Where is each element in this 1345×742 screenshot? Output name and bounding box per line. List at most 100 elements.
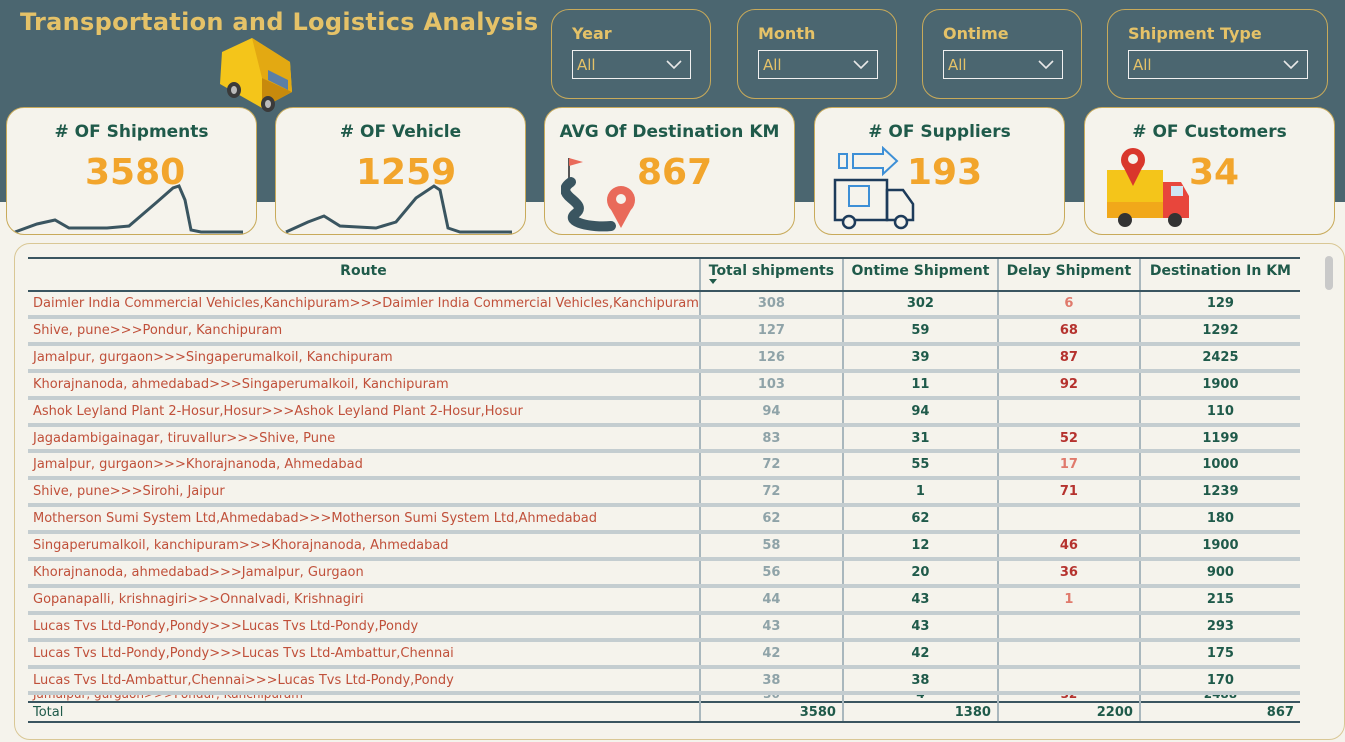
table-row[interactable]: Lucas Tvs Ltd-Pondy,Pondy>>>Lucas Tvs Lt…	[28, 612, 1300, 642]
kpi-suppliers-value: 193	[907, 152, 983, 193]
table-row[interactable]: Lucas Tvs Ltd-Pondy,Pondy>>>Lucas Tvs Lt…	[28, 639, 1300, 669]
route-cell: Jamalpur, gurgaon>>>Pondur, Kanchipuram	[33, 693, 303, 702]
kpi-card-suppliers: # OF Suppliers 193	[814, 107, 1065, 235]
ontime-shipment-cell: 1	[841, 478, 998, 508]
ontime-shipment-cell: 4	[841, 693, 998, 703]
table-row[interactable]: Jamalpur, gurgaon>>>Khorajnanoda, Ahmeda…	[28, 451, 1300, 481]
delay-shipment-cell: 71	[996, 478, 1140, 508]
delay-shipment-cell: 68	[996, 317, 1140, 346]
destination-km-cell: 2488	[1138, 693, 1300, 703]
destination-km-cell: 1900	[1138, 532, 1300, 562]
header-destination-km[interactable]: Destination In KM	[1138, 257, 1300, 292]
route-cell: Daimler India Commercial Vehicles,Kanchi…	[28, 291, 700, 319]
total-shipments-cell: 127	[698, 317, 843, 346]
header-ontime-shipment[interactable]: Ontime Shipment	[841, 257, 998, 292]
table-row[interactable]: Khorajnanoda, ahmedabad>>>Singaperumalko…	[28, 370, 1300, 400]
table-row[interactable]: Jagadambigainagar, tiruvallur>>>Shive, P…	[28, 424, 1300, 454]
route-cell: Lucas Tvs Ltd-Ambattur,Chennai>>>Lucas T…	[28, 666, 700, 696]
table-row[interactable]: Shive, pune>>>Pondur, Kanchipuram 127 59 68…	[28, 317, 1300, 346]
route-cell: Khorajnanoda, ahmedabad>>>Jamalpur, Gurg…	[28, 559, 700, 588]
filter-year-dropdown[interactable]: All	[572, 50, 691, 79]
delay-shipment-cell: 1	[996, 585, 1140, 615]
filter-ontime-dropdown[interactable]: All	[943, 50, 1063, 79]
total-shipments-cell: 43	[698, 612, 843, 642]
total-shipments-cell: 44	[698, 585, 843, 615]
route-cell: Khorajnanoda, ahmedabad>>>Singaperumalko…	[28, 370, 700, 400]
kpi-card-vehicle: # OF Vehicle 1259	[275, 107, 526, 235]
total-shipments-cell: 42	[698, 639, 843, 669]
table-row[interactable]: Daimler India Commercial Vehicles,Kanchi…	[28, 291, 1300, 319]
kpi-vehicle-value: 1259	[356, 152, 457, 193]
delivery-van-icon	[220, 38, 292, 112]
average-destination-km: 867	[1138, 701, 1300, 724]
table-row-partial[interactable]: Jamalpur, gurgaon>>>Pondur, Kanchipuram 3…	[28, 693, 1300, 703]
delay-shipment-cell: 17	[996, 451, 1140, 481]
header-route[interactable]: Route	[28, 257, 700, 292]
table-row[interactable]: Ashok Leyland Plant 2-Hosur,Hosur>>>Asho…	[28, 397, 1300, 427]
filter-month-value: All	[763, 56, 782, 74]
table-row[interactable]: Khorajnanoda, ahmedabad>>>Jamalpur, Gurg…	[28, 559, 1300, 588]
total-label: Total	[28, 701, 700, 724]
destination-km-cell: 1199	[1138, 424, 1300, 454]
ontime-shipment-cell: 42	[841, 639, 998, 669]
destination-km-cell: 1000	[1138, 451, 1300, 481]
destination-km-cell: 293	[1138, 612, 1300, 642]
delivery-truck-icon	[833, 146, 915, 230]
total-shipments-cell: 103	[698, 370, 843, 400]
table-scrollbar-track[interactable]	[1323, 254, 1335, 734]
kpi-card-customers: # OF Customers 34	[1084, 107, 1335, 235]
ontime-shipment-cell: 59	[841, 317, 998, 346]
table-row[interactable]: Gopanapalli, krishnagiri>>>Onnalvadi, Kr…	[28, 585, 1300, 615]
total-shipments-cell: 56	[698, 559, 843, 588]
routes-table-panel: Route Total shipments Ontime Shipment De…	[14, 243, 1345, 740]
kpi-card-shipments: # OF Shipments 3580	[6, 107, 257, 235]
filter-ontime-value: All	[948, 56, 967, 74]
destination-km-cell: 1292	[1138, 317, 1300, 346]
table-row[interactable]: Motherson Sumi System Ltd,Ahmedabad>>>Mo…	[28, 505, 1300, 535]
header-delay-shipment[interactable]: Delay Shipment	[996, 257, 1140, 292]
ontime-shipment-cell: 302	[841, 291, 998, 319]
filter-ontime-label: Ontime	[943, 24, 1009, 43]
route-map-pin-icon	[561, 158, 635, 232]
destination-km-cell: 170	[1138, 666, 1300, 696]
table-row[interactable]: Jamalpur, gurgaon>>>Singaperumalkoil, Ka…	[28, 343, 1300, 373]
delay-shipment-cell: 92	[996, 370, 1140, 400]
ontime-shipment-cell: 94	[841, 397, 998, 427]
table-row[interactable]: Shive, pune>>>Sirohi, Jaipur 72 1 71 1239	[28, 478, 1300, 508]
total-delay-sum: 2200	[996, 701, 1140, 724]
route-cell: Motherson Sumi System Ltd,Ahmedabad>>>Mo…	[28, 505, 700, 535]
total-shipments-cell: 36	[698, 693, 843, 703]
delay-shipment-cell: 32	[996, 693, 1140, 703]
total-shipments-cell: 72	[698, 451, 843, 481]
sort-descending-icon	[708, 279, 717, 284]
ontime-shipment-cell: 39	[841, 343, 998, 373]
chevron-down-icon	[1038, 60, 1054, 70]
route-cell: Jamalpur, gurgaon>>>Khorajnanoda, Ahmeda…	[28, 451, 700, 481]
delay-shipment-cell: 36	[996, 559, 1140, 588]
filter-ontime: Ontime All	[922, 9, 1082, 99]
destination-km-cell: 2425	[1138, 343, 1300, 373]
kpi-card-avg-km: AVG Of Destination KM 867	[544, 107, 795, 235]
shipments-sparkline	[14, 184, 243, 234]
delay-shipment-cell	[996, 612, 1140, 642]
ontime-shipment-cell: 11	[841, 370, 998, 400]
header-total-label: Total shipments	[708, 263, 835, 279]
header-total-shipments[interactable]: Total shipments	[698, 257, 843, 292]
vehicle-sparkline	[285, 184, 512, 234]
destination-km-cell: 180	[1138, 505, 1300, 535]
chevron-down-icon	[1283, 60, 1299, 70]
table-row[interactable]: Lucas Tvs Ltd-Ambattur,Chennai>>>Lucas T…	[28, 666, 1300, 696]
route-cell: Ashok Leyland Plant 2-Hosur,Hosur>>>Asho…	[28, 397, 700, 427]
total-shipments-cell: 126	[698, 343, 843, 373]
ontime-shipment-cell: 62	[841, 505, 998, 535]
destination-km-cell: 1239	[1138, 478, 1300, 508]
table-scrollbar-thumb[interactable]	[1325, 256, 1333, 290]
filter-shipment-type-value: All	[1133, 56, 1152, 74]
kpi-customers-value: 34	[1189, 152, 1240, 193]
destination-km-cell: 215	[1138, 585, 1300, 615]
filter-shipment-type-dropdown[interactable]: All	[1128, 50, 1308, 79]
table-row[interactable]: Singaperumalkoil, kanchipuram>>>Khorajna…	[28, 532, 1300, 562]
delay-shipment-cell: 6	[996, 291, 1140, 319]
filter-year-value: All	[577, 56, 596, 74]
filter-month-dropdown[interactable]: All	[758, 50, 878, 79]
